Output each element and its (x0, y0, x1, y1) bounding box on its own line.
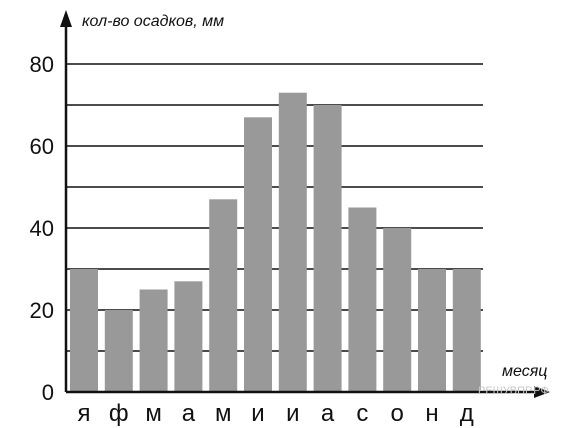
x-tick-label: ф (109, 400, 129, 427)
bars (70, 92, 481, 393)
bar-11 (418, 269, 446, 392)
bar-2 (104, 310, 133, 392)
grid-lines (66, 63, 483, 352)
bar-6 (244, 117, 272, 393)
x-tick-label: а (321, 400, 335, 427)
y-tick-label: 20 (30, 298, 54, 323)
x-tick-label: и (286, 400, 299, 427)
x-tick-label: н (425, 400, 438, 427)
bar-7 (278, 92, 307, 392)
x-tick-label: д (460, 400, 474, 427)
bar-10 (383, 228, 412, 392)
x-tick-label: м (215, 400, 232, 427)
bar-8 (313, 105, 342, 392)
x-tick-label: и (251, 400, 264, 427)
y-tick-labels: 0 20 40 60 80 (30, 52, 54, 405)
watermark: РЕШУВПР.РФ (478, 385, 549, 397)
x-tick-label: м (145, 400, 162, 427)
y-tick-label: 60 (30, 134, 54, 159)
x-axis-label: месяц (502, 363, 547, 380)
x-tick-label: а (182, 400, 196, 427)
y-tick-label: 0 (42, 380, 54, 405)
bar-4 (174, 281, 203, 392)
x-tick-label: о (391, 400, 404, 427)
axes (60, 10, 550, 398)
bar-1 (70, 269, 98, 392)
bar-12 (452, 269, 481, 392)
bar-5 (209, 199, 238, 392)
x-axis-arrow-icon (534, 386, 550, 398)
y-tick-label: 40 (30, 216, 54, 241)
bar-3 (139, 289, 168, 392)
bar-9 (348, 207, 377, 392)
x-tick-label: с (356, 400, 368, 427)
y-tick-label: 80 (30, 52, 54, 77)
x-tick-label: я (78, 400, 91, 427)
y-axis-arrow-icon (60, 10, 72, 27)
y-axis-label: кол-во осадков, мм (82, 13, 224, 30)
